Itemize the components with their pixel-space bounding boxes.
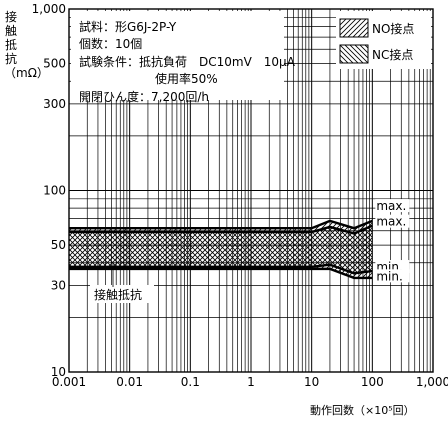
x-tick-label: 100 (361, 375, 384, 389)
series-max-line (69, 219, 373, 230)
condition-line: 開閉ひん度：7,200回/h (79, 89, 209, 104)
series-min-line (69, 267, 373, 280)
x-tick-label: 0.1 (181, 375, 200, 389)
annotation-bg (90, 285, 154, 303)
x-tick-label: 0.01 (116, 375, 143, 389)
y-tick-label: 300 (43, 97, 66, 111)
y-tick-label: 1,000 (32, 2, 66, 16)
x-tick-label: 1,000 (416, 375, 448, 389)
x-tick-label: 0.001 (52, 375, 86, 389)
y-tick-label: 30 (51, 278, 66, 292)
legend-label: NC接点 (372, 47, 413, 62)
legend-label: NO接点 (372, 21, 414, 36)
plot-frame (68, 8, 434, 373)
y-axis-label: 接触抵抗（mΩ） (4, 10, 49, 80)
curve-label: min. (376, 269, 402, 283)
band-nc (69, 225, 373, 274)
series-min-line (69, 263, 373, 275)
x-tick-label: 1 (247, 375, 255, 389)
x-tick-label: 10 (304, 375, 319, 389)
data-bands (69, 219, 373, 280)
conditions-box (71, 11, 284, 100)
legend-swatch (339, 18, 369, 38)
condition-line: 個数：10個 (79, 36, 142, 51)
curve-label: max. (376, 215, 406, 229)
condition-line: 試験条件：抵抗負荷 DC10mV 10μA (79, 54, 296, 69)
curve-label-bg (375, 269, 410, 283)
y-tick-label: 50 (51, 238, 66, 252)
curve-label-bg (375, 214, 410, 228)
y-tick-label: 500 (43, 57, 66, 71)
y-tick-label: 10 (51, 365, 66, 379)
curve-label: max. (376, 199, 406, 213)
legend-swatch (339, 44, 369, 64)
condition-line: 試料：形G6J-2P-Y (79, 19, 177, 34)
annotation-label: 接触抵抗 (94, 287, 142, 302)
tick-labels: 0.001 0.01 0.1 1 10 100 1,000 1,000 500 300 100 50 3… (32, 2, 448, 389)
series-max-line (69, 224, 373, 235)
x-axis-label: 動作回数（×10⁵回） (310, 404, 415, 417)
condition-line: 使用率50% (155, 71, 218, 86)
curve-label-bg (375, 199, 410, 213)
y-tick-label: 100 (43, 184, 66, 198)
